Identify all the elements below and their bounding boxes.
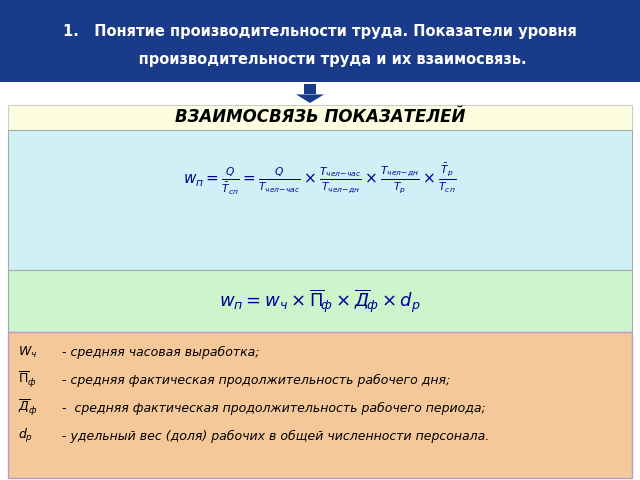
FancyBboxPatch shape [8, 130, 632, 270]
Text: $W_{ч}$: $W_{ч}$ [18, 345, 37, 360]
Text: $w_п = w_ч \times \overline{\Pi}_{\!ф} \times \overline{Д}_{\!ф} \times d_р$: $w_п = w_ч \times \overline{\Pi}_{\!ф} \… [219, 287, 421, 315]
Text: $\overline{\Pi}_{ф}$: $\overline{\Pi}_{ф}$ [18, 370, 36, 390]
FancyBboxPatch shape [304, 84, 316, 95]
Polygon shape [296, 95, 324, 103]
Text: $d_{р}$: $d_{р}$ [18, 427, 33, 445]
FancyBboxPatch shape [8, 332, 632, 478]
FancyBboxPatch shape [8, 270, 632, 332]
Text: производительности труда и их взаимосвязь.: производительности труда и их взаимосвяз… [113, 51, 527, 67]
Text: - средняя часовая выработка;: - средняя часовая выработка; [58, 346, 259, 359]
Text: -  средняя фактическая продолжительность рабочего периода;: - средняя фактическая продолжительность … [58, 401, 486, 415]
Text: - средняя фактическая продолжительность рабочего дня;: - средняя фактическая продолжительность … [58, 373, 451, 386]
Text: $\overline{Д}_{ф}$: $\overline{Д}_{ф}$ [18, 398, 38, 418]
FancyBboxPatch shape [0, 82, 640, 105]
Text: ВЗАИМОСВЯЗЬ ПОКАЗАТЕЛЕЙ: ВЗАИМОСВЯЗЬ ПОКАЗАТЕЛЕЙ [175, 108, 465, 127]
Text: - удельный вес (доля) рабочих в общей численности персонала.: - удельный вес (доля) рабочих в общей чи… [58, 430, 489, 443]
FancyBboxPatch shape [0, 0, 640, 82]
Text: 1.   Понятие производительности труда. Показатели уровня: 1. Понятие производительности труда. Пок… [63, 24, 577, 39]
Text: $w_п = \frac{Q}{\bar{T}_{сп}} = \frac{Q}{T_{чел\!-\!час}}\times \frac{T_{чел\!-\: $w_п = \frac{Q}{\bar{T}_{сп}} = \frac{Q}… [184, 161, 456, 197]
FancyBboxPatch shape [8, 105, 632, 130]
